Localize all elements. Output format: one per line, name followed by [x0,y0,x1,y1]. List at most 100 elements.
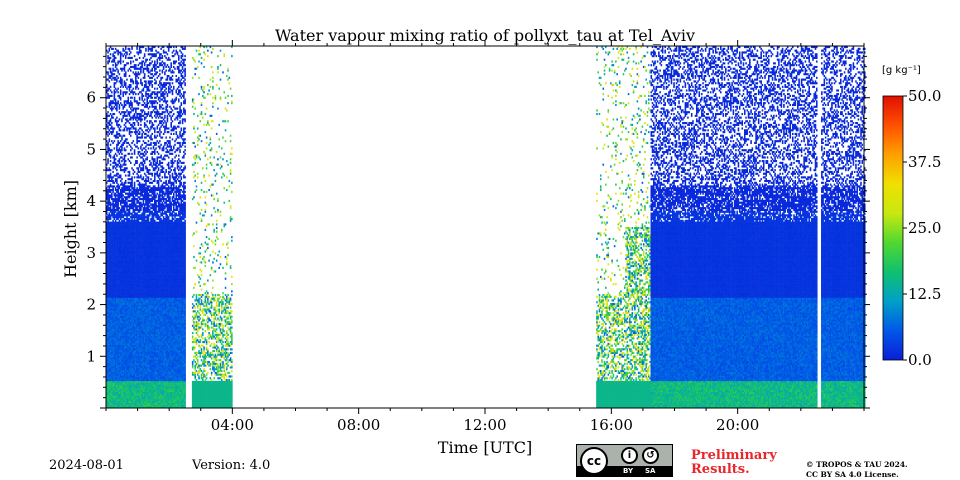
heatmap-cell [114,218,116,220]
heatmap-cell [125,84,127,86]
heatmap-cell [114,93,116,95]
heatmap-cell [124,135,126,137]
heatmap-cell [115,88,117,90]
heatmap-cell [120,180,122,182]
heatmap-cell [129,196,131,198]
heatmap-cell [109,198,111,200]
heatmap-cell [122,216,124,218]
heatmap-cell [116,146,118,148]
heatmap-cell [107,89,109,91]
heatmap-cell [120,218,122,220]
heatmap-cell [111,71,113,73]
heatmap-cell [120,113,122,115]
heatmap-cell [116,131,118,133]
heatmap-cell [114,60,116,62]
heatmap-cell [119,118,121,120]
heatmap-cell [114,182,116,184]
heatmap-cell [109,140,111,142]
heatmap-cell [111,122,113,124]
heatmap-cell [126,129,128,131]
heatmap-cell [121,137,123,139]
heatmap-cell [115,162,117,164]
heatmap-cell [110,156,112,158]
heatmap-cell [125,82,127,84]
heatmap-cell [116,79,118,81]
heatmap-cell [125,86,127,88]
heatmap-cell [129,48,131,50]
heatmap-cell [109,147,111,149]
heatmap-cell [120,135,122,137]
heatmap-cell [112,171,114,173]
heatmap-cell [129,171,131,173]
heatmap-cell [125,211,127,213]
heatmap-cell [110,89,112,91]
heatmap-cell [126,79,128,81]
heatmap-cell [111,91,113,93]
heatmap-cell [122,93,124,95]
heatmap-cell [116,117,118,119]
heatmap-cell [110,144,112,146]
heatmap-cell [107,144,109,146]
heatmap-cell [129,175,131,177]
heatmap-cell [109,88,111,90]
heatmap-cell [112,189,114,191]
heatmap-cell [119,158,121,160]
heatmap-cell [111,196,113,198]
heatmap-cell [120,140,122,142]
heatmap-cell [110,218,112,220]
heatmap-cell [124,124,126,126]
heatmap-cell [124,50,126,52]
heatmap-cell [127,62,129,64]
heatmap-cell [114,59,116,61]
heatmap-cell [121,53,123,55]
heatmap-cell [116,175,118,177]
heatmap-cell [117,120,119,122]
heatmap-cell [109,133,111,135]
heatmap-cell [115,153,117,155]
heatmap-cell [114,106,116,108]
heatmap-cell [121,104,123,106]
heatmap-cell [112,176,114,178]
heatmap-cell [120,151,122,153]
heatmap-cell [112,68,114,70]
heatmap-cell [129,89,131,91]
heatmap-cell [120,91,122,93]
heatmap-cell [119,111,121,113]
heatmap-cell [125,169,127,171]
heatmap-cell [121,120,123,122]
heatmap-cell [120,86,122,88]
heatmap-cell [116,68,118,70]
heatmap-cell [111,115,113,117]
heatmap-cell [114,207,116,209]
heatmap-cell [116,165,118,167]
heatmap-cell [110,57,112,59]
heatmap-cell [114,140,116,142]
heatmap-cell [117,164,119,166]
heatmap-cell [124,53,126,55]
heatmap-cell [129,68,131,70]
heatmap-cell [107,131,109,133]
heatmap-cell [109,213,111,215]
heatmap-cell [107,146,109,148]
heatmap-cell [127,120,129,122]
heatmap-cell [125,140,127,142]
heatmap-cell [109,50,111,52]
heatmap-cell [129,88,131,90]
heatmap-cell [119,187,121,189]
heatmap-cell [124,129,126,131]
heatmap-cell [114,147,116,149]
heatmap-cell [129,106,131,108]
heatmap-cell [109,138,111,140]
heatmap-cell [126,109,128,111]
heatmap-cell [124,191,126,193]
heatmap-cell [116,182,118,184]
heatmap-cell [126,198,128,200]
heatmap-cell [115,91,117,93]
heatmap-cell [129,214,131,216]
heatmap-cell [116,155,118,157]
heatmap-cell [120,98,122,100]
heatmap-cell [110,70,112,72]
heatmap-cell [114,213,116,215]
heatmap-cell [125,149,127,151]
